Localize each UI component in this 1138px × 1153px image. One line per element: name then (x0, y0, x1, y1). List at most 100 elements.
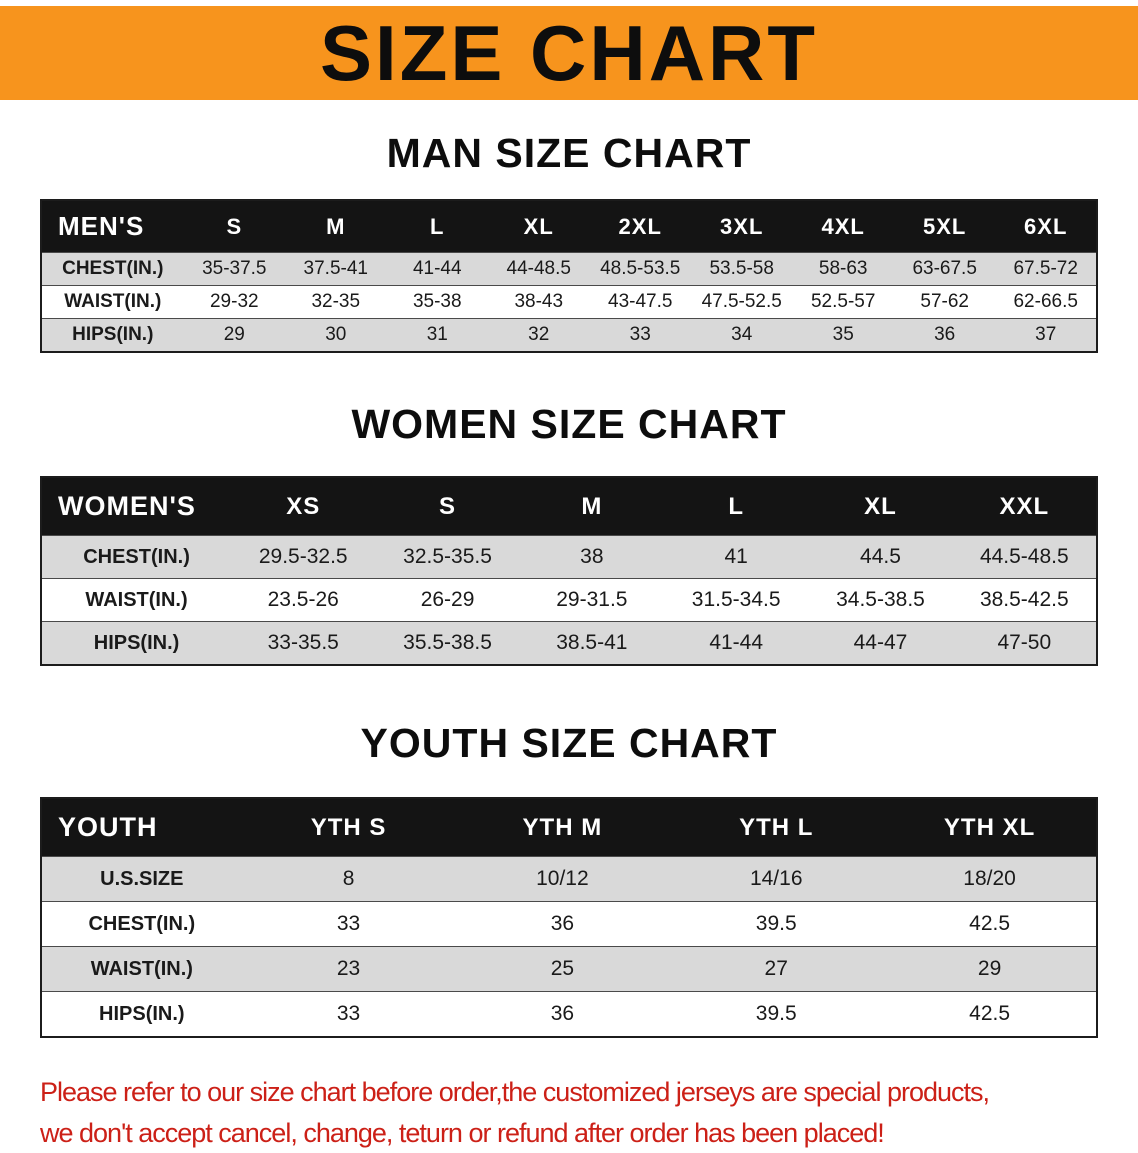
size-value: 33-35.5 (231, 622, 375, 666)
size-column-header: L (387, 200, 488, 253)
size-value: 27 (669, 947, 883, 992)
size-column-header: YTH L (669, 798, 883, 857)
size-value: 37 (995, 319, 1097, 353)
size-value: 47-50 (953, 622, 1097, 666)
size-value: 35-38 (387, 286, 488, 319)
size-value: 36 (455, 902, 669, 947)
size-column-header: YTH XL (883, 798, 1097, 857)
youth-section-heading: YOUTH SIZE CHART (0, 720, 1138, 767)
size-value: 41-44 (664, 622, 808, 666)
size-column-header: XXL (953, 477, 1097, 536)
disclaimer-line-1: Please refer to our size chart before or… (40, 1072, 1138, 1113)
size-value: 37.5-41 (285, 253, 386, 286)
size-value: 38.5-41 (520, 622, 664, 666)
size-value: 38-43 (488, 286, 589, 319)
size-value: 33 (242, 902, 456, 947)
size-value: 23.5-26 (231, 579, 375, 622)
size-value: 14/16 (669, 857, 883, 902)
size-value: 44.5 (808, 536, 952, 579)
size-value: 33 (242, 992, 456, 1038)
size-value: 34.5-38.5 (808, 579, 952, 622)
row-label: WAIST(IN.) (41, 286, 184, 319)
size-value: 58-63 (792, 253, 893, 286)
size-column-header: XL (488, 200, 589, 253)
row-label: HIPS(IN.) (41, 992, 242, 1038)
size-value: 29 (883, 947, 1097, 992)
row-label: CHEST(IN.) (41, 902, 242, 947)
size-value: 67.5-72 (995, 253, 1097, 286)
size-value: 41 (664, 536, 808, 579)
size-column-header: YTH M (455, 798, 669, 857)
size-value: 25 (455, 947, 669, 992)
row-label: CHEST(IN.) (41, 536, 231, 579)
size-value: 43-47.5 (589, 286, 690, 319)
size-value: 35 (792, 319, 893, 353)
size-column-header: 2XL (589, 200, 690, 253)
size-column-header: S (184, 200, 285, 253)
size-value: 53.5-58 (691, 253, 792, 286)
row-label: WAIST(IN.) (41, 579, 231, 622)
size-value: 57-62 (894, 286, 995, 319)
size-value: 44-48.5 (488, 253, 589, 286)
row-label: HIPS(IN.) (41, 319, 184, 353)
size-value: 32 (488, 319, 589, 353)
size-value: 32.5-35.5 (375, 536, 519, 579)
size-value: 52.5-57 (792, 286, 893, 319)
size-column-header: M (285, 200, 386, 253)
disclaimer-line-2: we don't accept cancel, change, teturn o… (40, 1113, 1138, 1153)
size-value: 29-32 (184, 286, 285, 319)
size-value: 39.5 (669, 992, 883, 1038)
size-value: 44-47 (808, 622, 952, 666)
page-title: SIZE CHART (320, 8, 818, 99)
row-label: HIPS(IN.) (41, 622, 231, 666)
size-value: 33 (589, 319, 690, 353)
size-value: 34 (691, 319, 792, 353)
size-value: 31.5-34.5 (664, 579, 808, 622)
table-category-header: YOUTH (41, 798, 242, 857)
size-value: 35.5-38.5 (375, 622, 519, 666)
size-column-header: 3XL (691, 200, 792, 253)
size-value: 63-67.5 (894, 253, 995, 286)
size-column-header: 4XL (792, 200, 893, 253)
size-value: 35-37.5 (184, 253, 285, 286)
row-label: WAIST(IN.) (41, 947, 242, 992)
size-value: 18/20 (883, 857, 1097, 902)
size-value: 26-29 (375, 579, 519, 622)
size-value: 36 (894, 319, 995, 353)
size-value: 29-31.5 (520, 579, 664, 622)
size-chart-banner: SIZE CHART (0, 6, 1138, 100)
size-column-header: S (375, 477, 519, 536)
table-category-header: WOMEN'S (41, 477, 231, 536)
size-value: 38.5-42.5 (953, 579, 1097, 622)
size-column-header: XL (808, 477, 952, 536)
size-value: 8 (242, 857, 456, 902)
men-section-heading: MAN SIZE CHART (0, 130, 1138, 177)
size-value: 23 (242, 947, 456, 992)
size-value: 44.5-48.5 (953, 536, 1097, 579)
size-value: 47.5-52.5 (691, 286, 792, 319)
size-value: 42.5 (883, 992, 1097, 1038)
size-column-header: XS (231, 477, 375, 536)
size-column-header: L (664, 477, 808, 536)
size-value: 38 (520, 536, 664, 579)
size-column-header: M (520, 477, 664, 536)
size-value: 30 (285, 319, 386, 353)
table-category-header: MEN'S (41, 200, 184, 253)
